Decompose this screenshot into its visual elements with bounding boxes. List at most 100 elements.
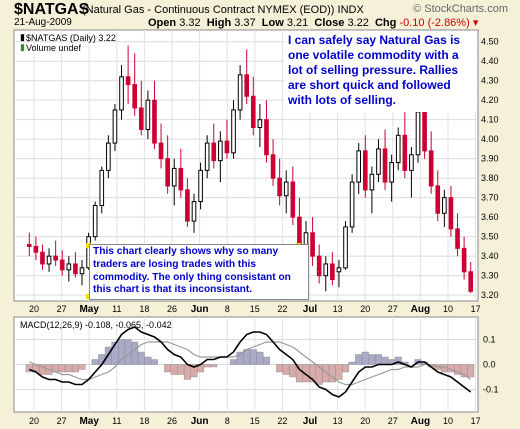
- candle-body: [270, 154, 276, 179]
- macd-x-tick: 27: [57, 416, 67, 426]
- price-y-tick: 4.20: [481, 95, 499, 105]
- candle-body: [382, 148, 388, 183]
- price-y-tick: 4.00: [481, 134, 499, 144]
- macd-histogram-bar: [335, 364, 343, 380]
- candle-body: [310, 232, 315, 257]
- macd-histogram-bar: [282, 364, 290, 375]
- macd-histogram-bar: [342, 364, 350, 373]
- price-x-ticks: 20 27 May 11 18 26 Jun 8 15 22 Jul 13 20 27 Aug 10 17: [29, 304, 481, 315]
- volume-legend: Volume undef: [26, 43, 82, 53]
- handle-bl[interactable]: [86, 294, 91, 299]
- price-y-tick: 4.50: [481, 37, 499, 47]
- macd-x-tick: 22: [277, 416, 287, 426]
- macd-x-tick: 10: [443, 416, 453, 426]
- macd-histogram-bar: [374, 354, 382, 365]
- macd-x-tick: 17: [471, 416, 481, 426]
- price-x-tick: May: [79, 304, 99, 315]
- macd-histogram-bar: [256, 351, 264, 365]
- price-x-tick: 17: [471, 304, 481, 314]
- macd-histogram-bar: [164, 364, 172, 373]
- macd-x-tick: 20: [29, 416, 39, 426]
- macd-histogram-bar: [118, 339, 126, 365]
- chart-header: $NATGAS (Natural Gas - Continuous Contra…: [0, 0, 520, 30]
- candle-body: [46, 255, 52, 265]
- macd-x-ticks: 20 27 May 11 18 26 Jun 8 15 22 Jul 13 20 27 Aug 10 17: [29, 416, 481, 427]
- down-arrow-icon: ▾: [472, 17, 479, 29]
- candle-body: [468, 271, 474, 292]
- candle-body: [455, 228, 460, 249]
- ohlc-readout: Open 3.32 High 3.37 Low 3.21 Close 3.22 …: [148, 16, 478, 29]
- candle-body: [389, 162, 394, 183]
- price-x-tick: 10: [443, 304, 453, 314]
- macd-histogram-bar: [137, 351, 145, 365]
- macd-histogram-bar: [177, 364, 185, 375]
- candle-body: [343, 226, 348, 269]
- candle-body: [461, 247, 467, 273]
- macd-histogram-bar: [170, 364, 178, 375]
- candle-body: [33, 245, 39, 253]
- candle-body: [376, 148, 381, 175]
- price-x-tick: Jun: [191, 304, 209, 315]
- macd-histogram-bar: [131, 341, 139, 365]
- price-y-tick: 3.80: [481, 173, 499, 183]
- macd-histogram-bar: [183, 364, 191, 380]
- candle-body: [244, 74, 250, 97]
- chart-date: 21-Aug-2009: [14, 17, 72, 28]
- candle-body: [119, 76, 124, 111]
- candle-body: [224, 140, 230, 154]
- macd-histogram-bar: [230, 359, 238, 365]
- price-x-tick: 15: [250, 304, 260, 314]
- macd-histogram-bar: [144, 356, 152, 365]
- macd-histogram-bar: [78, 364, 86, 370]
- macd-histogram-bar: [381, 356, 389, 365]
- price-x-tick: 20: [360, 304, 370, 314]
- candle-body: [204, 142, 210, 171]
- high-label: High: [206, 17, 232, 29]
- macd-line: [29, 326, 472, 398]
- macd-histogram-bar: [348, 361, 356, 365]
- open-label: Open: [148, 17, 177, 29]
- candle-body: [145, 99, 151, 130]
- stockcharts-brand[interactable]: © StockCharts.com: [413, 3, 508, 15]
- chg-value: -0.10 (-2.86%): [399, 17, 470, 29]
- price-x-tick: 13: [333, 304, 343, 314]
- candle-body: [165, 158, 170, 187]
- macd-x-tick: 13: [333, 416, 343, 426]
- macd-x-tick: 27: [388, 416, 398, 426]
- handle-tl[interactable]: [86, 243, 91, 248]
- macd-x-tick: 15: [250, 416, 260, 426]
- macd-histogram-bar: [58, 364, 66, 373]
- candle-body: [59, 259, 65, 271]
- candle-body: [428, 150, 434, 187]
- candle-legend-icon: ▮: [20, 32, 25, 42]
- candle-body: [185, 189, 190, 222]
- candle-body: [435, 185, 441, 214]
- close-label: Close: [314, 17, 345, 29]
- price-y-tick: 3.40: [481, 251, 499, 261]
- candle-body: [250, 95, 256, 128]
- annotation-top[interactable]: I can safely say Natural Gas is one vola…: [285, 31, 476, 112]
- macd-histogram-bar: [91, 359, 99, 365]
- candle-body: [316, 255, 322, 277]
- macd-histogram-bar: [203, 364, 211, 368]
- candle-body: [297, 216, 302, 245]
- price-x-tick: 20: [29, 304, 39, 314]
- candle-body: [277, 177, 282, 197]
- macd-x-tick: 11: [112, 416, 121, 426]
- annotation-bottom[interactable]: This chart clearly shows why so many tra…: [89, 244, 309, 300]
- macd-lines: [29, 326, 472, 398]
- candle-body: [138, 107, 144, 130]
- price-y-tick: 4.30: [481, 76, 499, 86]
- candle-series: [26, 45, 474, 294]
- candle-body: [26, 243, 32, 247]
- macd-histogram-bar: [98, 354, 106, 365]
- macd-histogram-bar: [210, 364, 218, 368]
- macd-x-tick: 18: [139, 416, 149, 426]
- candle-body: [171, 167, 177, 187]
- candle-body: [178, 167, 184, 191]
- candle-body: [132, 84, 138, 109]
- macd-histogram-bar: [394, 356, 402, 365]
- candle-body: [211, 142, 217, 162]
- candle-body: [442, 197, 447, 214]
- macd-x-tick: 20: [360, 416, 370, 426]
